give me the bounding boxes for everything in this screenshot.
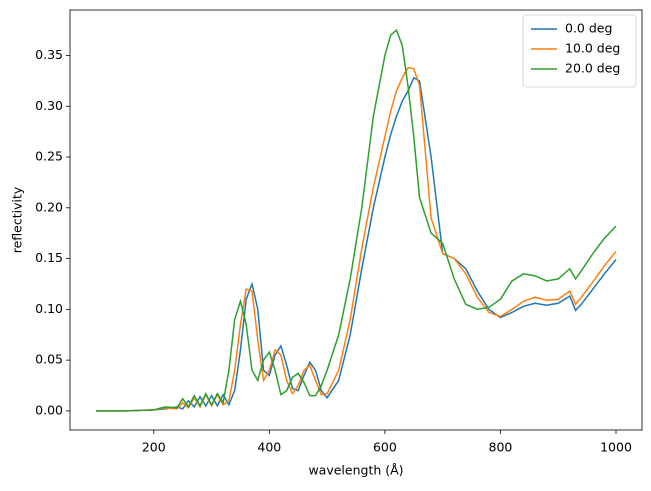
y-tick-label: 0.35 xyxy=(35,47,63,62)
x-tick-label: 400 xyxy=(257,440,281,455)
y-tick-label: 0.15 xyxy=(35,250,63,265)
legend-label: 20.0 deg xyxy=(565,61,620,76)
y-tick-label: 0.05 xyxy=(35,352,63,367)
legend-label: 10.0 deg xyxy=(565,41,620,56)
plot-frame xyxy=(69,9,643,431)
y-tick-label: 0.25 xyxy=(35,149,63,164)
y-tick-label: 0.20 xyxy=(35,199,63,214)
y-axis-label: reflectivity xyxy=(10,186,25,253)
x-tick-label: 200 xyxy=(142,440,166,455)
y-tick-label: 0.30 xyxy=(35,98,63,113)
y-tick-label: 0.00 xyxy=(35,402,63,417)
y-tick-label: 0.10 xyxy=(35,301,63,316)
x-tick-label: 800 xyxy=(489,440,513,455)
x-tick-label: 1000 xyxy=(600,440,632,455)
series-line xyxy=(96,28,617,412)
x-tick-label: 600 xyxy=(373,440,397,455)
x-axis-label: wavelength (Å) xyxy=(308,463,403,478)
legend-label: 0.0 deg xyxy=(565,21,612,36)
